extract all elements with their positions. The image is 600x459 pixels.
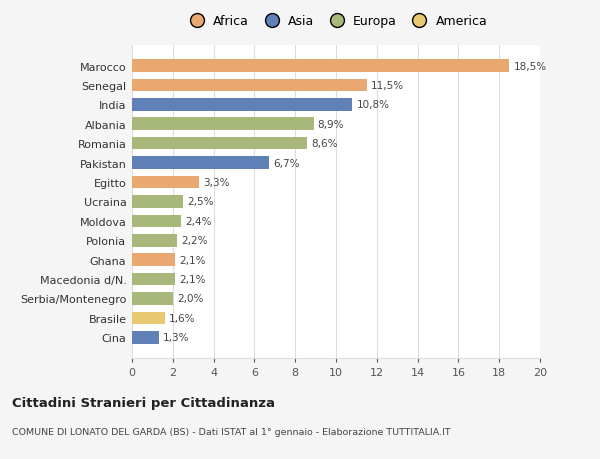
Text: 2,4%: 2,4% — [185, 216, 212, 226]
Text: 2,2%: 2,2% — [181, 236, 208, 246]
Bar — [132, 331, 158, 344]
Text: 2,5%: 2,5% — [187, 197, 214, 207]
Bar — [132, 138, 307, 150]
Bar — [132, 215, 181, 228]
Bar — [132, 196, 183, 208]
Text: 2,0%: 2,0% — [177, 294, 203, 304]
Text: Cittadini Stranieri per Cittadinanza: Cittadini Stranieri per Cittadinanza — [12, 396, 275, 409]
Text: 8,9%: 8,9% — [317, 119, 344, 129]
Text: 1,6%: 1,6% — [169, 313, 195, 323]
Text: 1,3%: 1,3% — [163, 333, 189, 342]
Bar — [132, 312, 164, 325]
Bar — [132, 60, 509, 73]
Bar — [132, 99, 352, 112]
Bar — [132, 235, 177, 247]
Bar — [132, 254, 175, 266]
Bar — [132, 157, 269, 169]
Text: 6,7%: 6,7% — [273, 158, 299, 168]
Text: 2,1%: 2,1% — [179, 255, 205, 265]
Text: 3,3%: 3,3% — [203, 178, 230, 188]
Bar — [132, 273, 175, 286]
Text: 2,1%: 2,1% — [179, 274, 205, 285]
Text: 10,8%: 10,8% — [356, 100, 389, 110]
Text: COMUNE DI LONATO DEL GARDA (BS) - Dati ISTAT al 1° gennaio - Elaborazione TUTTIT: COMUNE DI LONATO DEL GARDA (BS) - Dati I… — [12, 427, 451, 436]
Text: 11,5%: 11,5% — [371, 81, 404, 91]
Bar — [132, 176, 199, 189]
Bar — [132, 79, 367, 92]
Legend: Africa, Asia, Europa, America: Africa, Asia, Europa, America — [179, 11, 493, 34]
Text: 8,6%: 8,6% — [311, 139, 338, 149]
Bar — [132, 118, 314, 131]
Bar — [132, 292, 173, 305]
Text: 18,5%: 18,5% — [514, 62, 547, 71]
